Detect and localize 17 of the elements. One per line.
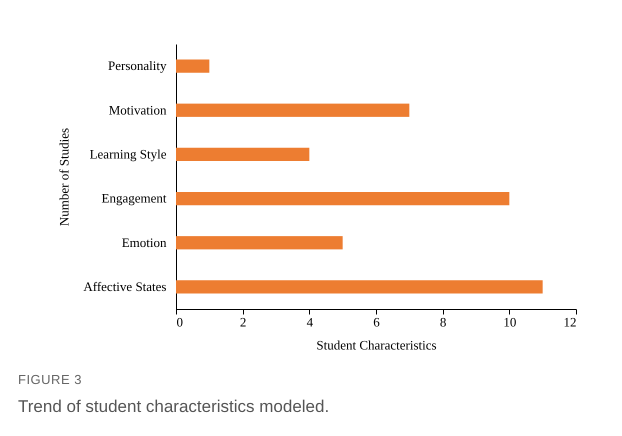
x-tick-label: 0: [176, 314, 183, 330]
x-tick-label: 10: [503, 314, 516, 330]
y-tick-label: Personality: [108, 58, 167, 74]
x-tick-label: 2: [240, 314, 246, 330]
y-tick-label: Motivation: [108, 102, 167, 118]
text: Trend of student characteristics modeled.: [18, 397, 330, 417]
x-tick-label: 6: [373, 314, 380, 330]
caption: FIGURE 3: [18, 372, 82, 387]
x-tick-label: 12: [564, 314, 576, 330]
y-tick-label: Learning Style: [90, 146, 167, 162]
y-axis-title: Number of Studies: [56, 128, 72, 226]
x-tick-label: 8: [440, 314, 446, 330]
y-tick-label: Engagement: [102, 190, 167, 206]
x-axis-title: Student Characteristics: [316, 338, 437, 352]
x-tick-label: 4: [306, 314, 314, 330]
y-tick-label: Emotion: [122, 234, 167, 250]
y-tick-label: Affective States: [83, 278, 166, 294]
